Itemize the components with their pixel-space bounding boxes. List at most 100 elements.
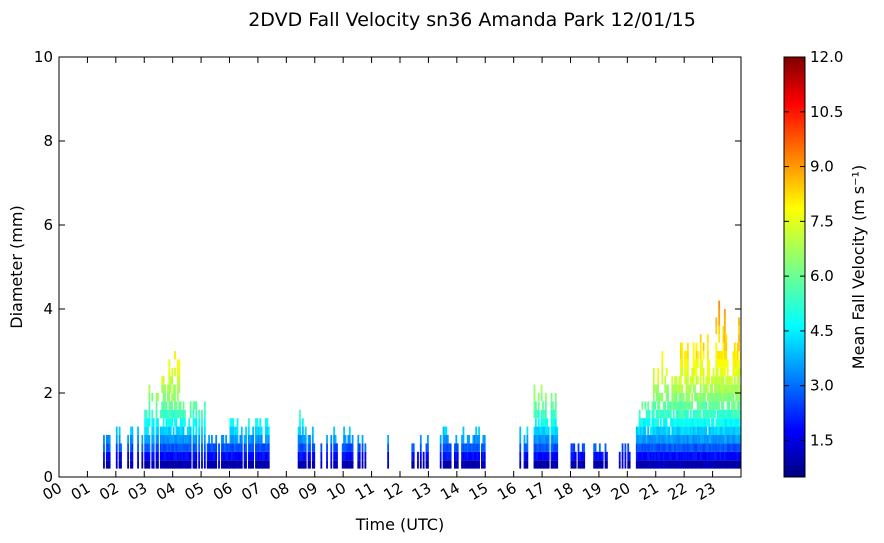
velocity-cell: [307, 435, 310, 444]
velocity-cell: [647, 451, 650, 461]
velocity-cell: [155, 409, 158, 419]
velocity-cell: [343, 443, 345, 452]
velocity-cell: [735, 451, 738, 461]
velocity-cell: [542, 418, 544, 427]
velocity-cell: [661, 359, 664, 368]
velocity-cell: [662, 418, 665, 427]
velocity-cell: [473, 451, 476, 461]
velocity-cell: [701, 359, 704, 368]
velocity-cell: [723, 342, 726, 351]
velocity-cell: [695, 460, 698, 469]
velocity-cell: [665, 443, 668, 452]
velocity-cell: [723, 359, 726, 368]
velocity-cell: [692, 409, 695, 419]
velocity-cell: [660, 426, 662, 435]
velocity-cell: [699, 401, 702, 410]
velocity-cell: [165, 443, 168, 452]
velocity-cell: [699, 384, 702, 393]
velocity-cell: [556, 451, 559, 461]
velocity-cell: [320, 443, 323, 452]
velocity-cell: [733, 342, 736, 351]
velocity-cell: [141, 451, 144, 461]
velocity-cell: [736, 351, 739, 360]
velocity-cell: [188, 460, 191, 469]
velocity-cell: [658, 451, 661, 461]
velocity-cell: [704, 418, 706, 427]
velocity-cell: [573, 460, 576, 469]
velocity-cell: [192, 435, 195, 444]
velocity-cell: [533, 393, 536, 402]
velocity-cell: [266, 426, 269, 435]
velocity-cell: [297, 435, 300, 444]
velocity-cell: [675, 384, 678, 393]
velocity-cell: [702, 426, 705, 435]
velocity-cell: [658, 401, 661, 410]
velocity-cell: [645, 443, 648, 452]
velocity-cell: [696, 359, 699, 368]
velocity-cell: [709, 384, 712, 393]
velocity-cell: [300, 460, 303, 469]
velocity-cell: [176, 435, 179, 444]
velocity-cell: [735, 351, 738, 360]
velocity-cell: [195, 409, 198, 419]
velocity-cell: [299, 443, 301, 452]
velocity-cell: [546, 460, 549, 469]
x-tick-label: 02: [96, 479, 122, 504]
velocity-cell: [698, 426, 701, 435]
velocity-cell: [661, 367, 664, 377]
velocity-cell: [705, 376, 708, 385]
velocity-cell: [598, 443, 601, 452]
velocity-cell: [708, 418, 711, 427]
velocity-cell: [534, 401, 537, 410]
velocity-cell: [201, 426, 203, 435]
velocity-cell: [731, 451, 733, 461]
velocity-cell: [442, 460, 445, 469]
velocity-cell: [701, 418, 704, 427]
velocity-cell: [544, 426, 547, 435]
velocity-cell: [721, 351, 723, 360]
velocity-cell: [668, 426, 671, 435]
velocity-cell: [704, 451, 706, 461]
velocity-cell: [198, 460, 201, 469]
velocity-cell: [108, 435, 111, 444]
velocity-cell: [657, 401, 659, 410]
velocity-cell: [648, 435, 651, 444]
velocity-cell: [689, 443, 692, 452]
velocity-cell: [543, 426, 546, 435]
velocity-cell: [137, 460, 139, 469]
velocity-cell: [719, 418, 722, 427]
velocity-cell: [685, 367, 688, 377]
velocity-cell: [674, 426, 677, 435]
velocity-cell: [672, 418, 675, 427]
velocity-cell: [476, 451, 479, 461]
velocity-cell: [635, 443, 638, 452]
velocity-cell: [412, 460, 415, 469]
velocity-cell: [534, 443, 537, 452]
velocity-cell: [262, 460, 264, 469]
velocity-cell: [681, 393, 684, 402]
velocity-cell: [685, 376, 688, 385]
velocity-cell: [723, 443, 726, 452]
velocity-cell: [182, 401, 185, 410]
velocity-cell: [169, 451, 172, 461]
velocity-cell: [553, 418, 556, 427]
velocity-cell: [732, 384, 735, 393]
velocity-cell: [444, 443, 446, 452]
velocity-cell: [739, 351, 741, 360]
velocity-cell: [679, 435, 682, 444]
velocity-cell: [333, 426, 336, 435]
velocity-cell: [695, 435, 698, 444]
velocity-cell: [552, 426, 554, 435]
velocity-cell: [678, 393, 681, 402]
velocity-cell: [677, 409, 679, 419]
velocity-cell: [645, 460, 648, 469]
velocity-cell: [544, 409, 547, 419]
velocity-cell: [229, 426, 232, 435]
velocity-cell: [718, 359, 721, 368]
velocity-cell: [736, 384, 739, 393]
velocity-cell: [544, 443, 547, 452]
velocity-cell: [688, 451, 691, 461]
velocity-cell: [357, 451, 360, 461]
velocity-cell: [679, 359, 682, 368]
velocity-cell: [300, 443, 303, 452]
